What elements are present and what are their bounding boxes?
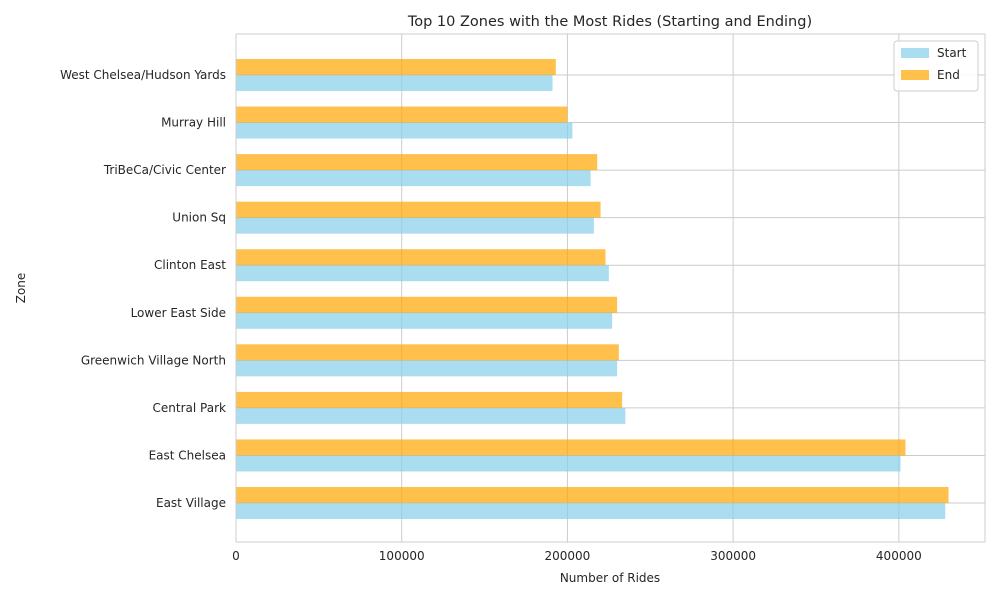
bar-end-murray-hill (236, 106, 568, 123)
bar-start-greenwich-village-north (236, 360, 618, 377)
y-tick-label-murray-hill: Murray Hill (161, 116, 226, 130)
x-tick-labels: 0 100000 200000 300000 400000 (232, 549, 922, 563)
bar-end-east-chelsea (236, 439, 906, 456)
x-tick-label: 100000 (379, 549, 425, 563)
y-tick-label-central-park: Central Park (153, 401, 226, 415)
chart-title: Top 10 Zones with the Most Rides (Starti… (407, 14, 812, 30)
y-tick-label-west-chelsea-hudson-yards: West Chelsea/Hudson Yards (60, 68, 226, 82)
y-tick-label-lower-east-side: Lower East Side (131, 306, 226, 320)
legend-label-end: End (937, 68, 960, 82)
y-tick-label-east-chelsea: East Chelsea (149, 448, 226, 462)
y-axis-title: Zone (14, 273, 28, 304)
y-tick-labels: East Village East Chelsea Central Park Gree… (60, 68, 226, 510)
y-tick-label-tribeca-civic-center: TriBeCa/Civic Center (103, 163, 226, 177)
bars-layer (236, 59, 949, 519)
y-tick-label-union-sq: Union Sq (172, 211, 226, 225)
legend-label-start: Start (937, 46, 967, 60)
bar-start-east-chelsea (236, 455, 901, 472)
bar-end-west-chelsea-hudson-yards (236, 59, 556, 75)
bar-end-tribeca-civic-center (236, 154, 598, 171)
bar-end-clinton-east (236, 249, 606, 266)
legend-swatch-start (901, 48, 929, 58)
bar-end-east-village (236, 487, 949, 503)
x-tick-label: 0 (232, 549, 240, 563)
legend: Start End (893, 40, 979, 92)
bar-end-central-park (236, 391, 623, 408)
bar-start-east-village (236, 503, 946, 519)
bar-start-lower-east-side (236, 312, 613, 329)
x-tick-label: 200000 (545, 549, 591, 563)
bar-start-tribeca-civic-center (236, 170, 591, 187)
y-tick-label-east-village: East Village (156, 496, 226, 510)
bar-start-union-sq (236, 217, 594, 234)
x-tick-label: 300000 (710, 549, 756, 563)
x-tick-label: 400000 (876, 549, 922, 563)
bar-end-union-sq (236, 201, 601, 218)
bar-end-greenwich-village-north (236, 344, 619, 361)
y-tick-label-greenwich-village-north: Greenwich Village North (81, 353, 226, 367)
plot-frame (235, 33, 986, 543)
bar-start-clinton-east (236, 265, 609, 282)
bar-start-murray-hill (236, 122, 573, 139)
bar-start-west-chelsea-hudson-yards (236, 75, 553, 91)
x-axis-title: Number of Rides (560, 571, 660, 585)
bar-start-central-park (236, 407, 626, 424)
bar-end-lower-east-side (236, 296, 618, 313)
legend-swatch-end (901, 70, 929, 80)
y-tick-label-clinton-east: Clinton East (154, 258, 226, 272)
